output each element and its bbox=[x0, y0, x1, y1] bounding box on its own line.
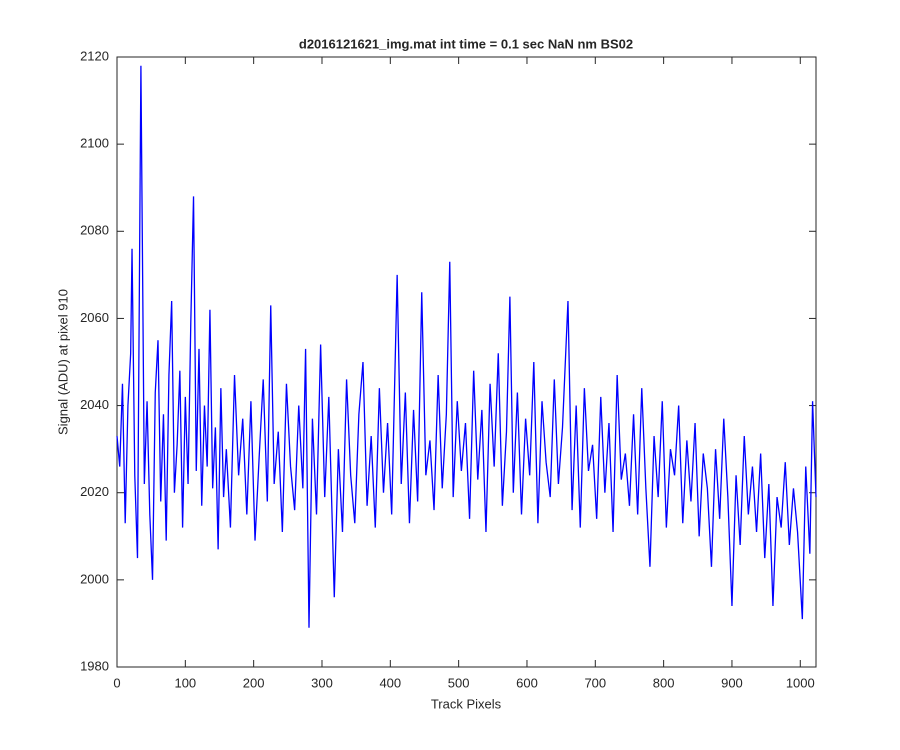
plot-frame bbox=[116, 56, 817, 668]
y-tick-label: 2040 bbox=[80, 397, 109, 412]
x-tick-label: 900 bbox=[721, 675, 743, 690]
x-tick-label: 0 bbox=[113, 675, 120, 690]
y-tick-label: 2080 bbox=[80, 223, 109, 238]
y-axis-label: Signal (ADU) at pixel 910 bbox=[55, 289, 70, 435]
x-tick-label: 500 bbox=[448, 675, 470, 690]
y-tick-label: 2060 bbox=[80, 310, 109, 325]
y-tick-label: 2000 bbox=[80, 571, 109, 586]
x-tick-label: 800 bbox=[653, 675, 675, 690]
x-tick-label: 700 bbox=[584, 675, 606, 690]
x-tick-label: 300 bbox=[311, 675, 333, 690]
y-tick-label: 2120 bbox=[80, 48, 109, 63]
x-tick-label: 100 bbox=[174, 675, 196, 690]
y-tick-label: 2020 bbox=[80, 484, 109, 499]
chart-title: d2016121621_img.mat int time = 0.1 sec N… bbox=[299, 36, 633, 51]
x-axis-label: Track Pixels bbox=[431, 696, 502, 711]
x-tick-label: 400 bbox=[379, 675, 401, 690]
x-tick-label: 600 bbox=[516, 675, 538, 690]
y-tick-label: 1980 bbox=[80, 658, 109, 673]
x-tick-label: 1000 bbox=[786, 675, 815, 690]
data-line bbox=[116, 65, 817, 628]
x-tick-label: 200 bbox=[243, 675, 265, 690]
y-tick-label: 2100 bbox=[80, 136, 109, 151]
